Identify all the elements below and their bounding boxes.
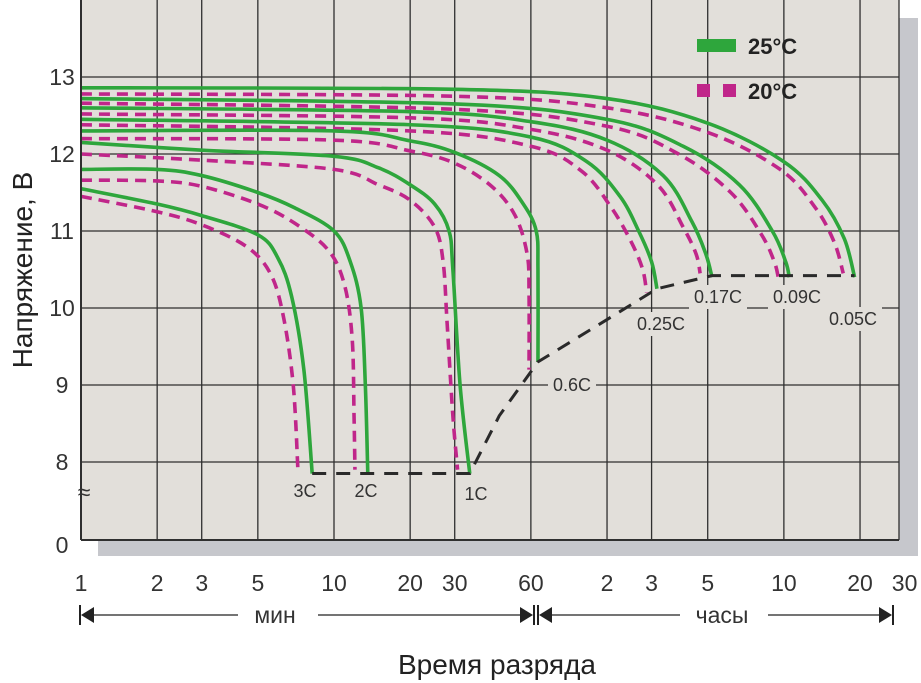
curve-0_05C-25c — [80, 85, 857, 278]
x-tick-label: 20 — [397, 570, 423, 596]
rate-label-0_17C: 0.17C — [694, 287, 742, 307]
curve-0_05C-20c — [80, 92, 845, 274]
arrow-right-icon — [879, 607, 892, 623]
curve-1C-25c — [80, 140, 472, 474]
curve-1C-20c — [80, 152, 460, 470]
curve-3C-25c — [80, 186, 314, 474]
rate-label-bg — [291, 479, 319, 503]
y-zero-label: 0 — [56, 532, 69, 558]
y-tick-label: 10 — [49, 295, 75, 321]
y-axis-title: Напряжение, В — [7, 172, 38, 369]
curve-2C-25c — [80, 167, 370, 474]
curve-3C-20c — [80, 194, 300, 470]
x-tick-label: 30 — [442, 570, 468, 596]
x-axis-title: Время разряда — [398, 649, 596, 680]
x-tick-label: 1 — [75, 570, 88, 596]
x-tick-label: 2 — [601, 570, 614, 596]
curve-0_09C-20c — [80, 101, 780, 278]
rate-label-bg — [768, 285, 826, 309]
x-tick-label: 30 — [892, 570, 918, 596]
legend-swatch-20c-b — [723, 84, 736, 97]
rate-labels: 3C 2C 1C 0.6C 0.25C 0.17C 0.09C 0.05C — [291, 285, 882, 506]
x-tick-label: 10 — [321, 570, 347, 596]
rate-label-bg — [462, 482, 490, 506]
x-tick-label: 60 — [518, 570, 544, 596]
y-tick-label: 8 — [56, 449, 69, 475]
rate-label-bg — [689, 285, 747, 309]
legend-label-25c: 25°C — [748, 34, 797, 59]
rate-label-bg — [824, 307, 882, 331]
legend: 25°C 20°C — [697, 34, 797, 104]
y-tick-label: 13 — [49, 64, 75, 90]
curve-0_17C-25c — [80, 106, 714, 278]
curve-0_6C-25c — [80, 128, 540, 362]
x-tick-label: 5 — [701, 570, 714, 596]
arrow-right-icon — [520, 607, 533, 623]
curve-0_09C-25c — [80, 96, 791, 278]
y-break-symbol: ≈ — [78, 479, 91, 505]
rate-label-bg — [548, 373, 596, 397]
x-unit-minutes: мин — [254, 602, 295, 628]
x-tick-label: 10 — [771, 570, 797, 596]
rate-label-2C: 2C — [354, 481, 377, 501]
x-tick-label: 5 — [251, 570, 264, 596]
rate-label-0_09C: 0.09C — [773, 287, 821, 307]
curve-0_17C-20c — [80, 112, 702, 274]
legend-label-20c: 20°C — [748, 79, 797, 104]
x-unit-hours: часы — [696, 602, 749, 628]
arrow-left-icon — [81, 607, 94, 623]
rate-label-bg — [632, 312, 690, 336]
legend-swatch-20c-a — [697, 84, 710, 97]
arrow-left-icon — [539, 607, 552, 623]
curve-2C-20c — [80, 178, 357, 470]
rate-label-0_25C: 0.25C — [637, 314, 685, 334]
y-tick-label: 12 — [49, 141, 75, 167]
rate-label-3C: 3C — [293, 481, 316, 501]
rate-label-0_05C: 0.05C — [829, 309, 877, 329]
y-tick-label: 9 — [56, 372, 69, 398]
curve-0_25C-25c — [80, 117, 659, 290]
curve-0_25C-20c — [80, 122, 649, 293]
x-tick-label: 3 — [645, 570, 658, 596]
x-tick-label: 2 — [151, 570, 164, 596]
rate-label-bg — [352, 479, 380, 503]
x-tick-label: 20 — [847, 570, 873, 596]
curve-0_6C-20c — [80, 136, 531, 370]
rate-label-0_6C: 0.6C — [553, 375, 591, 395]
x-tick-label: 3 — [195, 570, 208, 596]
legend-swatch-25c — [697, 39, 736, 52]
y-tick-label: 11 — [50, 218, 74, 244]
rate-label-1C: 1C — [464, 484, 487, 504]
curves — [80, 85, 857, 476]
cutoff-voltage-line — [312, 274, 855, 476]
